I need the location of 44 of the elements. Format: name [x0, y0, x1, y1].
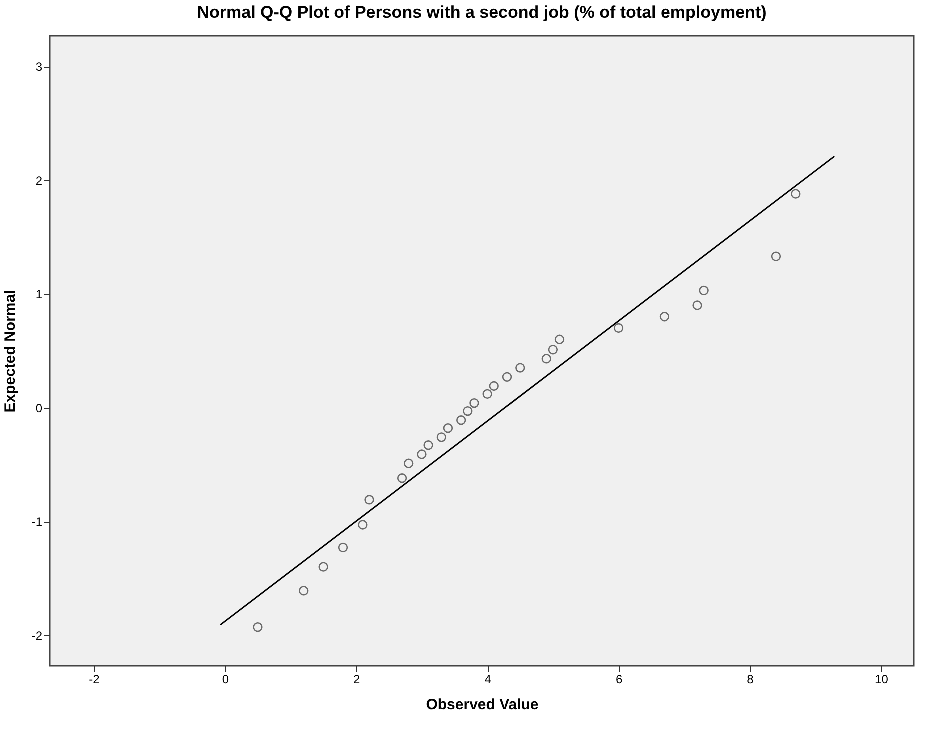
point: [253, 622, 263, 632]
point: [404, 458, 414, 468]
y-tick-label: 0: [36, 401, 43, 416]
x-tick-label: 4: [484, 672, 492, 686]
point: [299, 586, 309, 596]
point: [548, 345, 558, 355]
point: [318, 562, 328, 572]
x-tick-label: 6: [616, 672, 623, 686]
point: [791, 189, 801, 199]
point: [424, 440, 434, 450]
point: [470, 398, 480, 408]
point: [443, 424, 454, 434]
y-axis-title: Expected Normal: [2, 290, 19, 413]
point: [692, 300, 702, 310]
point: [542, 354, 552, 364]
point: [364, 495, 374, 505]
point: [660, 312, 670, 322]
y-tick-label: -1: [32, 515, 43, 530]
point: [699, 286, 709, 296]
point: [397, 474, 408, 484]
point: [771, 252, 782, 262]
x-tick-label: 8: [747, 672, 754, 686]
point: [436, 432, 446, 442]
y-tick-label: -2: [32, 628, 43, 643]
chart-title: Normal Q-Q Plot of Persons with a second job (% of total employment): [197, 3, 767, 22]
x-tick-label: 2: [354, 672, 361, 686]
point: [516, 363, 526, 373]
point: [489, 381, 499, 392]
point: [614, 323, 624, 334]
point: [456, 416, 466, 426]
point: [463, 406, 473, 416]
point: [554, 334, 565, 344]
x-tick-label: -2: [89, 672, 100, 686]
point: [338, 542, 348, 553]
x-tick-label: 0: [222, 672, 230, 686]
point: [502, 372, 512, 382]
y-tick-label: 3: [36, 60, 43, 74]
y-tick-label: 2: [36, 174, 43, 188]
point: [417, 450, 427, 460]
point: [482, 389, 492, 400]
x-axis-title: Observed Value: [426, 696, 539, 714]
point: [358, 520, 368, 530]
x-tick-label: 10: [875, 672, 889, 686]
y-tick-label: 1: [36, 288, 43, 302]
